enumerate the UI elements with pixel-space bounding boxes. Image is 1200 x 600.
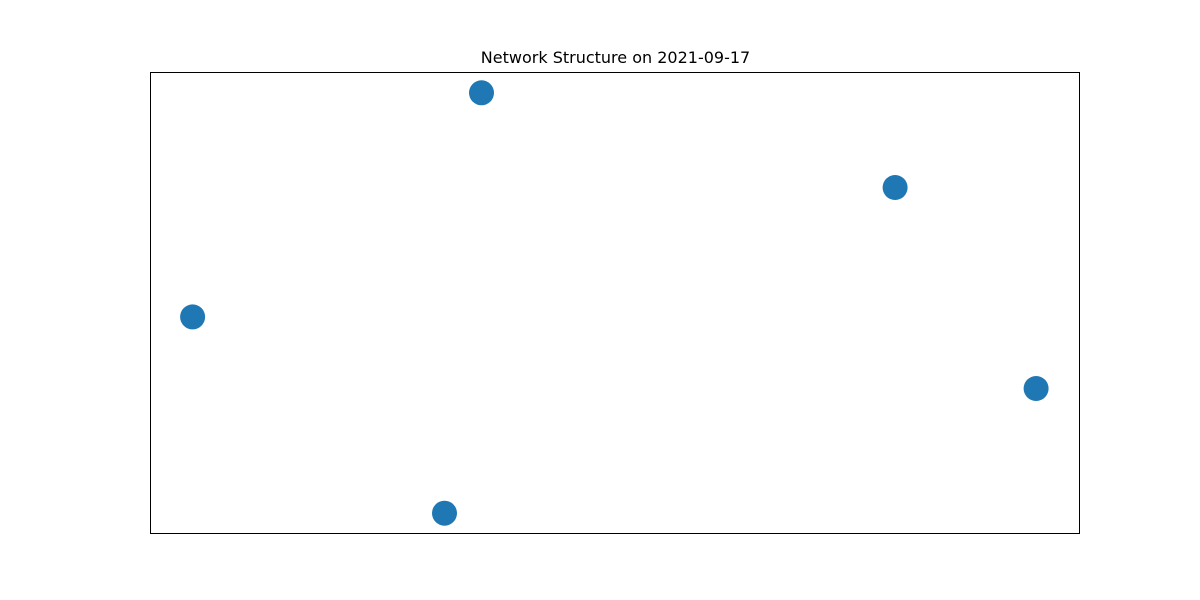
plot-frame	[150, 72, 1080, 534]
network-node	[1023, 376, 1049, 401]
network-node	[180, 304, 206, 330]
nodes-layer	[180, 80, 1049, 526]
network-node	[432, 500, 457, 526]
network-node	[882, 175, 908, 200]
network-node	[469, 80, 494, 106]
chart-title: Network Structure on 2021-09-17	[480, 48, 751, 67]
